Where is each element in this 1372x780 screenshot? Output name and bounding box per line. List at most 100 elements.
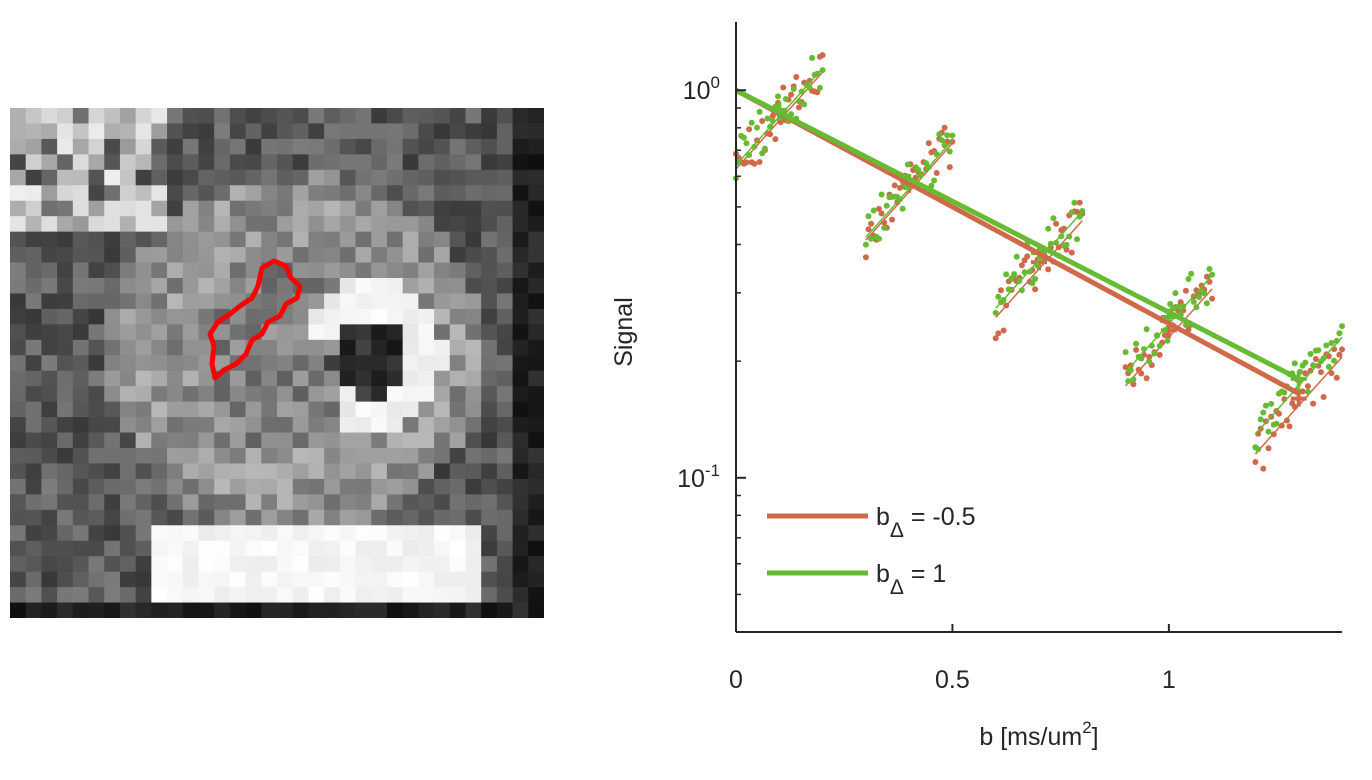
mri-pixel <box>104 324 121 341</box>
data-point <box>865 213 872 220</box>
mri-pixel <box>465 587 482 604</box>
mri-pixel <box>481 478 498 495</box>
mri-pixel <box>182 200 200 217</box>
mri-pixel <box>308 169 325 186</box>
mri-pixel <box>182 339 200 356</box>
mri-pixel <box>104 169 121 186</box>
mri-pixel <box>496 216 514 233</box>
mri-pixel <box>104 123 121 140</box>
mri-pixel <box>371 339 388 356</box>
mri-pixel <box>229 339 247 356</box>
data-point <box>1312 356 1319 362</box>
data-point <box>899 205 906 212</box>
mri-pixel <box>465 247 482 264</box>
mri-pixel <box>277 556 294 573</box>
mri-pixel <box>119 154 137 171</box>
legend-entry: bΔ = 1 <box>767 560 946 599</box>
mri-pixel <box>72 463 90 480</box>
mri-pixel <box>481 448 498 465</box>
mri-pixel <box>182 386 200 403</box>
mri-pixel <box>72 216 90 233</box>
mri-pixel <box>339 293 357 310</box>
mri-pixel <box>292 231 310 248</box>
mri-pixel <box>182 478 200 495</box>
mri-pixel <box>292 216 310 233</box>
mri-pixel <box>528 540 544 557</box>
mri-pixel <box>386 216 404 233</box>
data-point <box>735 154 742 161</box>
mri-pixel <box>214 324 231 341</box>
mri-pixel <box>245 386 262 403</box>
mri-pixel <box>496 185 514 202</box>
mri-pixel <box>10 448 27 465</box>
data-point <box>801 101 808 108</box>
mri-pixel <box>41 448 58 465</box>
mri-pixel <box>245 587 262 604</box>
mri-pixel <box>434 525 451 542</box>
mri-pixel <box>261 571 278 588</box>
mri-pixel <box>25 169 43 186</box>
mri-pixel <box>229 169 247 186</box>
mri-pixel <box>57 432 74 449</box>
mri-pixel <box>167 355 184 372</box>
mri-pixel <box>371 231 388 248</box>
mri-pixel <box>308 478 325 495</box>
mri-pixel <box>119 308 137 325</box>
mri-pixel <box>119 324 137 341</box>
mri-pixel <box>25 216 43 233</box>
data-point <box>751 160 758 167</box>
mri-pixel <box>167 386 184 403</box>
data-point <box>1175 303 1181 310</box>
data-point <box>775 93 781 100</box>
mri-pixel <box>261 587 278 604</box>
mri-pixel <box>496 169 514 186</box>
mri-pixel <box>245 355 262 372</box>
data-point <box>1325 353 1332 360</box>
mri-pixel <box>229 386 247 403</box>
mri-pixel <box>512 417 529 434</box>
mri-pixel <box>167 108 184 125</box>
mri-pixel <box>72 448 90 465</box>
mri-pixel <box>371 540 388 557</box>
mri-pixel <box>229 138 247 155</box>
mri-pixel <box>57 540 74 557</box>
mri-pixel <box>10 432 27 449</box>
mri-pixel <box>10 123 27 140</box>
mri-pixel <box>167 154 184 171</box>
data-point <box>1304 383 1311 390</box>
mri-pixel <box>449 509 467 526</box>
mri-pixel-grid <box>10 108 544 618</box>
mri-pixel <box>88 123 105 140</box>
data-point <box>1076 199 1083 206</box>
data-point <box>995 293 1002 300</box>
mri-pixel <box>434 602 451 618</box>
mri-pixel <box>386 308 404 325</box>
mri-pixel <box>277 216 294 233</box>
mri-pixel <box>10 216 27 233</box>
data-point <box>944 132 951 139</box>
mri-pixel <box>72 154 90 171</box>
data-point <box>1053 239 1060 246</box>
mri-pixel <box>528 571 544 588</box>
mri-pixel <box>418 540 435 557</box>
mri-pixel <box>261 108 278 125</box>
mri-pixel <box>41 293 58 310</box>
mri-pixel <box>135 324 152 341</box>
mri-pixel <box>528 293 544 310</box>
mri-pixel <box>104 355 121 372</box>
data-point <box>1026 268 1033 275</box>
mri-pixel <box>167 231 184 248</box>
mri-pixel <box>104 386 121 403</box>
mri-pixel <box>198 216 215 233</box>
mri-pixel <box>292 108 310 125</box>
mri-pixel <box>481 432 498 449</box>
data-point <box>746 126 753 133</box>
mri-pixel <box>465 463 482 480</box>
mri-pixel <box>119 448 137 465</box>
mri-pixel <box>528 108 544 125</box>
mri-pixel <box>104 200 121 217</box>
mri-pixel <box>41 308 58 325</box>
mri-pixel <box>528 556 544 573</box>
mri-pixel <box>481 154 498 171</box>
mri-pixel <box>324 169 341 186</box>
